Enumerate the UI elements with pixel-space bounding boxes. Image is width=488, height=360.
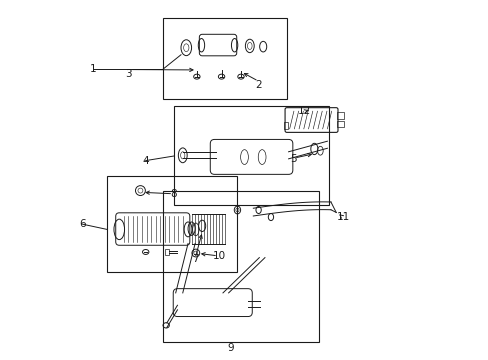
Text: 11: 11 — [336, 212, 349, 222]
Bar — [336, 121, 343, 127]
Text: 3: 3 — [124, 69, 131, 79]
Text: 1: 1 — [89, 64, 96, 74]
Bar — [107, 176, 237, 272]
Text: 10: 10 — [213, 251, 226, 261]
Bar — [174, 106, 328, 205]
Text: 5: 5 — [290, 154, 297, 164]
Bar — [336, 112, 343, 118]
Bar — [284, 122, 287, 129]
Text: 9: 9 — [226, 343, 233, 352]
Bar — [163, 190, 318, 342]
Text: 2: 2 — [255, 80, 262, 90]
Bar — [163, 18, 286, 99]
Text: 8: 8 — [170, 189, 177, 199]
Text: 12: 12 — [297, 106, 310, 116]
Text: 4: 4 — [142, 156, 149, 166]
Bar — [165, 249, 169, 255]
Text: 6: 6 — [79, 219, 85, 229]
Text: 7: 7 — [191, 255, 198, 264]
